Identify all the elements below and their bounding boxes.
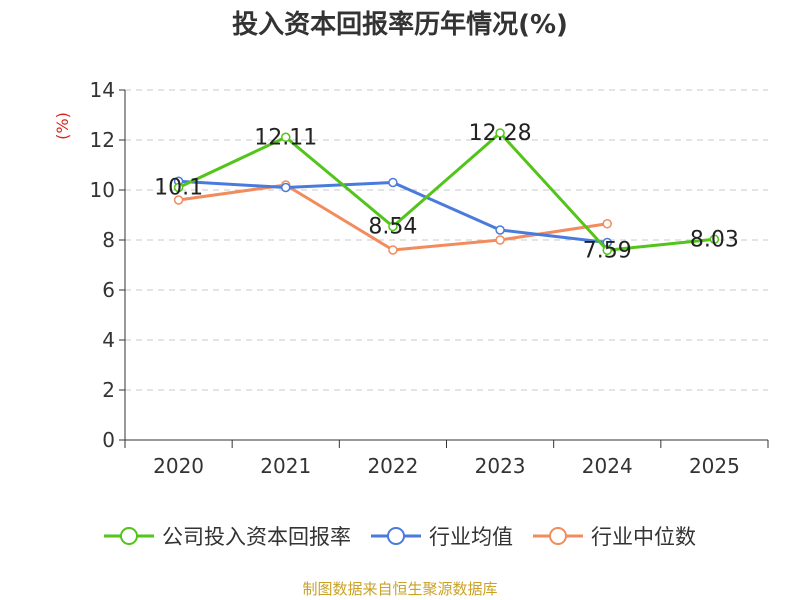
legend-item[interactable]: 行业中位数 bbox=[533, 521, 696, 551]
data-label: 10.1 bbox=[154, 176, 203, 201]
data-point bbox=[281, 182, 291, 193]
y-tick-label: 12 bbox=[90, 128, 115, 152]
x-tick-label: 2025 bbox=[689, 454, 740, 478]
legend-marker-circle bbox=[387, 527, 405, 545]
source-note: 制图数据来自恒生聚源数据库 bbox=[302, 580, 498, 598]
data-point bbox=[173, 195, 184, 205]
data-point bbox=[388, 221, 398, 232]
chart-title: 投入资本回报率历年情况(%) bbox=[232, 10, 568, 40]
data-label: 7.59 bbox=[583, 238, 632, 263]
legend: 公司投入资本回报率 行业均值 行业中位数 bbox=[0, 520, 800, 552]
legend-label: 公司投入资本回报率 bbox=[162, 525, 351, 549]
y-tick-label: 0 bbox=[102, 428, 115, 452]
y-tick-label: 6 bbox=[102, 278, 115, 302]
legend-label: 行业均值 bbox=[429, 525, 513, 549]
data-label: 12.11 bbox=[254, 125, 317, 150]
x-tick-label: 2024 bbox=[582, 454, 633, 478]
data-point bbox=[281, 132, 291, 142]
legend-marker-icon bbox=[104, 527, 154, 545]
data-point bbox=[495, 235, 505, 245]
y-tick-label: 10 bbox=[90, 178, 115, 202]
x-tick-label: 2020 bbox=[153, 454, 204, 478]
y-tick-label: 4 bbox=[102, 328, 115, 352]
data-label: 8.03 bbox=[690, 227, 739, 252]
legend-marker-icon bbox=[371, 527, 421, 545]
data-point bbox=[495, 128, 505, 138]
data-point bbox=[388, 177, 398, 188]
y-tick-label: 8 bbox=[102, 228, 115, 252]
legend-marker-circle bbox=[120, 527, 138, 545]
x-tick-label: 2022 bbox=[367, 454, 418, 478]
data-point bbox=[388, 245, 398, 255]
data-label: 8.54 bbox=[368, 215, 417, 240]
x-tick-label: 2021 bbox=[260, 454, 311, 478]
y-axis-label: (%) bbox=[53, 112, 72, 140]
legend-marker-icon bbox=[533, 527, 583, 545]
y-tick-label: 2 bbox=[102, 378, 115, 402]
y-tick-label: 14 bbox=[90, 78, 115, 102]
series-line bbox=[177, 131, 715, 252]
legend-marker-circle bbox=[549, 527, 567, 545]
data-label: 12.28 bbox=[469, 121, 532, 146]
data-point bbox=[173, 182, 184, 193]
legend-item[interactable]: 公司投入资本回报率 bbox=[104, 521, 351, 551]
data-point bbox=[495, 225, 505, 235]
legend-item[interactable]: 行业均值 bbox=[371, 521, 513, 551]
data-point bbox=[709, 234, 720, 244]
data-point bbox=[602, 245, 612, 255]
data-point bbox=[602, 219, 612, 229]
x-tick-label: 2023 bbox=[475, 454, 526, 478]
legend-label: 行业中位数 bbox=[591, 525, 696, 549]
